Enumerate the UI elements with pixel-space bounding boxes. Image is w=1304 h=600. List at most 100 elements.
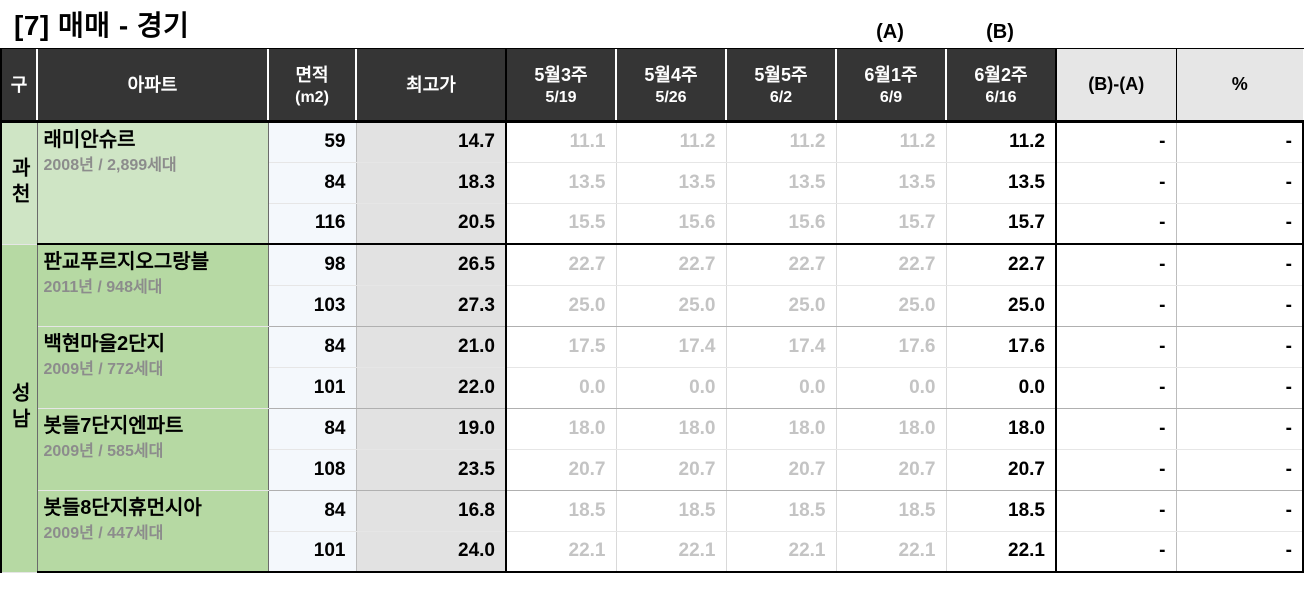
- apt-meta: 2011년 / 948세대: [44, 277, 262, 299]
- week-value: 18.0: [726, 408, 836, 449]
- pct-value: -: [1176, 490, 1303, 531]
- apt-cell: 래미안슈르2008년 / 2,899세대: [37, 121, 268, 244]
- pct-value: -: [1176, 285, 1303, 326]
- week-value: 0.0: [946, 367, 1056, 408]
- col-district: 구: [1, 49, 37, 121]
- col-diff: (B)-(A): [1056, 49, 1176, 121]
- week-value: 25.0: [836, 285, 946, 326]
- week-value: 0.0: [726, 367, 836, 408]
- area-value: 116: [268, 203, 356, 244]
- pct-value: -: [1176, 408, 1303, 449]
- data-table: 구 아파트 면적 (m2) 최고가 5월3주5/19 5월4주5/26 5월5주…: [0, 49, 1304, 573]
- area-value: 103: [268, 285, 356, 326]
- ab-indicator-row: (A) (B): [505, 0, 1304, 48]
- week-value: 17.6: [946, 326, 1056, 367]
- week-value: 11.2: [616, 121, 726, 162]
- col-week-3: 6월1주6/9: [836, 49, 946, 121]
- col-high: 최고가: [356, 49, 506, 121]
- high-value: 27.3: [356, 285, 506, 326]
- col-area-l1: 면적: [295, 65, 328, 85]
- district-cell: 성남: [1, 244, 37, 572]
- week-value: 15.5: [506, 203, 616, 244]
- week-value: 11.2: [726, 121, 836, 162]
- week-value: 15.6: [616, 203, 726, 244]
- week-value: 13.5: [836, 162, 946, 203]
- high-value: 16.8: [356, 490, 506, 531]
- diff-value: -: [1056, 531, 1176, 572]
- table-body: 과천래미안슈르2008년 / 2,899세대5914.711.111.211.2…: [1, 121, 1303, 572]
- area-value: 84: [268, 162, 356, 203]
- table-row: 백현마을2단지2009년 / 772세대8421.017.517.417.417…: [1, 326, 1303, 367]
- col-area-l2: (m2): [269, 89, 355, 107]
- week-value: 22.7: [506, 244, 616, 285]
- diff-value: -: [1056, 367, 1176, 408]
- area-value: 84: [268, 490, 356, 531]
- week-value: 22.1: [726, 531, 836, 572]
- week-value: 17.6: [836, 326, 946, 367]
- high-value: 14.7: [356, 121, 506, 162]
- indicator-a: (A): [835, 0, 945, 48]
- week-value: 0.0: [836, 367, 946, 408]
- pct-value: -: [1176, 367, 1303, 408]
- high-value: 21.0: [356, 326, 506, 367]
- table-row: 봇들7단지엔파트2009년 / 585세대8419.018.018.018.01…: [1, 408, 1303, 449]
- apt-name: 봇들8단지휴먼시아: [44, 495, 262, 521]
- diff-value: -: [1056, 244, 1176, 285]
- pct-value: -: [1176, 531, 1303, 572]
- apt-cell: 백현마을2단지2009년 / 772세대: [37, 326, 268, 408]
- week-value: 20.7: [616, 449, 726, 490]
- apt-name: 백현마을2단지: [44, 331, 262, 357]
- week-value: 22.1: [946, 531, 1056, 572]
- week-value: 13.5: [946, 162, 1056, 203]
- week-value: 18.5: [506, 490, 616, 531]
- report-wrap: [7] 매매 - 경기 (A) (B) 구 아파트 면적 (m2) 최고가 5월…: [0, 0, 1304, 573]
- table-row: 성남판교푸르지오그랑블2011년 / 948세대9826.522.722.722…: [1, 244, 1303, 285]
- week-value: 17.4: [726, 326, 836, 367]
- indicator-b: (B): [945, 0, 1055, 48]
- diff-value: -: [1056, 121, 1176, 162]
- week-value: 20.7: [726, 449, 836, 490]
- week-value: 18.0: [946, 408, 1056, 449]
- high-value: 24.0: [356, 531, 506, 572]
- apt-cell: 봇들7단지엔파트2009년 / 585세대: [37, 408, 268, 490]
- week-value: 15.7: [836, 203, 946, 244]
- week-value: 15.7: [946, 203, 1056, 244]
- week-value: 22.1: [506, 531, 616, 572]
- table-row: 봇들8단지휴먼시아2009년 / 447세대8416.818.518.518.5…: [1, 490, 1303, 531]
- week-value: 22.7: [836, 244, 946, 285]
- area-value: 84: [268, 408, 356, 449]
- high-value: 26.5: [356, 244, 506, 285]
- week-value: 17.4: [616, 326, 726, 367]
- week-value: 22.1: [836, 531, 946, 572]
- diff-value: -: [1056, 490, 1176, 531]
- high-value: 22.0: [356, 367, 506, 408]
- apt-meta: 2009년 / 447세대: [44, 523, 262, 545]
- report-title: [7] 매매 - 경기: [0, 0, 505, 48]
- week-value: 25.0: [616, 285, 726, 326]
- apt-name: 판교푸르지오그랑블: [44, 249, 262, 275]
- col-week-1: 5월4주5/26: [616, 49, 726, 121]
- week-value: 0.0: [506, 367, 616, 408]
- title-row: [7] 매매 - 경기 (A) (B): [0, 0, 1304, 49]
- week-value: 20.7: [506, 449, 616, 490]
- table-row: 과천래미안슈르2008년 / 2,899세대5914.711.111.211.2…: [1, 121, 1303, 162]
- week-value: 13.5: [726, 162, 836, 203]
- week-value: 18.0: [836, 408, 946, 449]
- pct-value: -: [1176, 449, 1303, 490]
- apt-meta: 2009년 / 772세대: [44, 359, 262, 381]
- week-value: 11.2: [836, 121, 946, 162]
- week-value: 13.5: [506, 162, 616, 203]
- week-value: 22.1: [616, 531, 726, 572]
- pct-value: -: [1176, 203, 1303, 244]
- col-week-4: 6월2주6/16: [946, 49, 1056, 121]
- week-value: 20.7: [836, 449, 946, 490]
- apt-meta: 2009년 / 585세대: [44, 441, 262, 463]
- col-week-2: 5월5주6/2: [726, 49, 836, 121]
- area-value: 59: [268, 121, 356, 162]
- apt-meta: 2008년 / 2,899세대: [44, 155, 262, 177]
- week-value: 18.5: [726, 490, 836, 531]
- col-week-0: 5월3주5/19: [506, 49, 616, 121]
- apt-name: 래미안슈르: [44, 127, 262, 153]
- pct-value: -: [1176, 162, 1303, 203]
- week-value: 18.0: [616, 408, 726, 449]
